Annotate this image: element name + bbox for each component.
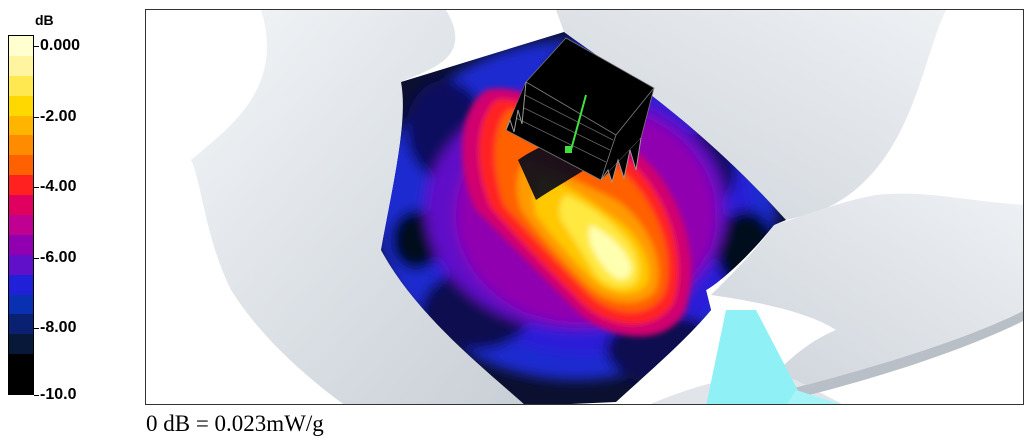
phantom-shell-top-right [556,10,946,220]
legend-tick-0: 0.000 [40,37,81,54]
legend-color-band [9,254,33,276]
legend-color-band [9,55,33,77]
legend-tick-4: -4.00 [40,178,77,195]
legend-tick-mark [34,46,39,47]
zoom-scan-cube [505,37,655,184]
legend-color-band [9,36,33,57]
plot-canvas [191,10,1023,404]
legend-unit-label: dB [35,12,54,28]
color-scale-legend: dB 0.000 -2.00 -4.00 -6.00 -8.00 -10.0 [0,0,140,410]
cyan-surface-2 [787,390,840,404]
legend-color-band [9,234,33,256]
legend-color-band [9,354,33,375]
legend-tick-mark [34,395,39,396]
legend-color-band [9,334,33,355]
phantom-shell-right [711,193,1023,390]
legend-tick-mark [34,258,39,259]
legend-tick-mark [34,328,39,329]
cyan-surface [706,310,805,404]
legend-color-band [9,215,33,236]
phantom-shell-left [191,10,524,404]
legend-color-bar [8,35,34,395]
legend-color-band [9,274,33,296]
legend-color-band [9,294,33,315]
phantom-edge-shadow [786,310,1023,400]
legend-tick-6: -6.00 [40,249,77,266]
legend-tick-10: -10.0 [40,386,77,403]
legend-color-band [9,374,33,395]
sar-3d-plot [145,9,1024,405]
legend-color-band [9,175,33,196]
legend-color-band [9,115,33,136]
legend-color-band [9,314,33,335]
legend-tick-mark [34,117,39,118]
reference-caption: 0 dB = 0.023mW/g [146,411,324,436]
legend-tick-2: -2.00 [40,108,77,125]
legend-color-band [9,135,33,156]
legend-color-band [9,95,33,117]
legend-color-band [9,75,33,97]
legend-color-band [9,195,33,216]
legend-tick-8: -8.00 [40,319,77,336]
legend-tick-mark [34,187,39,188]
legend-color-band [9,155,33,176]
